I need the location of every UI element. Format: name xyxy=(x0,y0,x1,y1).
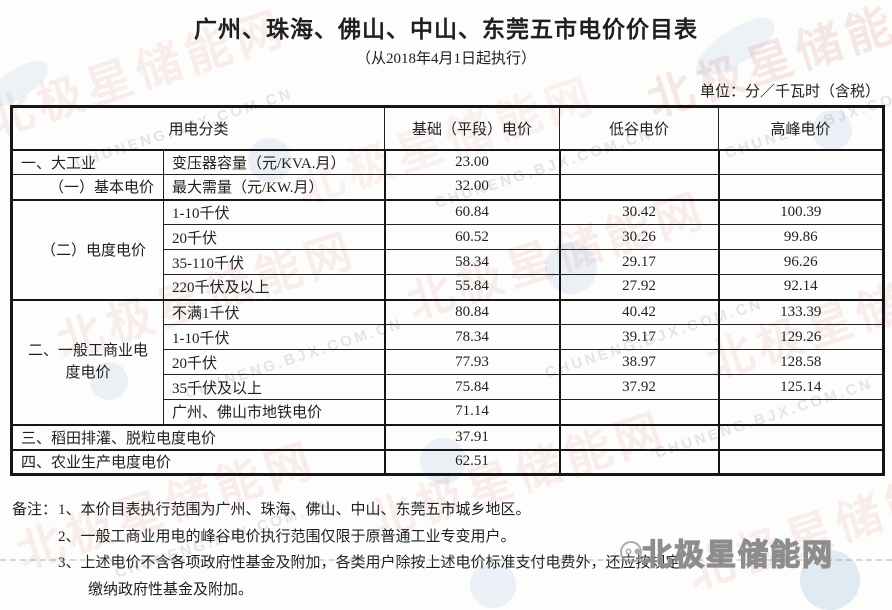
price-table: 用电分类 基础（平段）电价 低谷电价 高峰电价 一、大工业 变压器容量（元/KV… xyxy=(10,105,886,476)
cell-item: 220千伏及以上 xyxy=(162,274,386,300)
cell-category: （一）基本电价 xyxy=(11,174,164,200)
cell-base-price: 32.00 xyxy=(383,174,561,200)
table-row: 三、稻田排灌、脱粒电度电价 37.91 xyxy=(10,423,885,450)
cell-peak-price: 128.58 xyxy=(717,349,885,375)
table-header-row: 用电分类 基础（平段）电价 低谷电价 高峰电价 xyxy=(10,106,885,151)
cell-base-price: 37.91 xyxy=(383,423,561,450)
cell-peak-price: 92.14 xyxy=(717,274,885,300)
footnote-line: 3、上述电价不含各项政府性基金及附加，各类用户除按上述电价标准支付电费外，还应按… xyxy=(58,555,681,572)
cell-valley-price: 38.97 xyxy=(558,349,720,375)
cell-peak-price xyxy=(717,448,885,475)
cell-peak-price xyxy=(717,399,885,425)
page-title: 广州、珠海、佛山、中山、东莞五市电价价目表 xyxy=(194,17,698,42)
cell-valley-price: 27.92 xyxy=(558,274,720,300)
cell-peak-price: 100.39 xyxy=(717,198,885,225)
cell-valley-price: 37.92 xyxy=(558,374,720,400)
cell-base-price: 23.00 xyxy=(383,149,561,175)
cell-valley-price: 30.42 xyxy=(558,198,720,225)
table-row: 1-10千伏 78.34 39.17 129.26 xyxy=(12,324,885,350)
cell-base-price: 78.34 xyxy=(383,324,561,350)
table-row: （一）基本电价 最大需量（元/KW.月） 32.00 xyxy=(11,174,885,200)
cell-category: 二、一般工商业电 度电价 xyxy=(11,298,164,425)
cell-peak-price: 133.39 xyxy=(717,298,885,325)
cell-peak-price: 129.26 xyxy=(717,324,885,350)
table-row: 35-110千伏 58.34 29.17 96.26 xyxy=(12,249,885,275)
cell-item: 1-10千伏 xyxy=(162,324,386,350)
footnotes: 备注： 1、本价目表执行范围为广州、珠海、佛山、中山、东莞五市城乡地区。 2、一… xyxy=(12,497,880,604)
cell-base-price: 77.93 xyxy=(383,349,561,375)
cell-item: 1-10千伏 xyxy=(162,198,386,225)
cell-peak-price: 96.26 xyxy=(717,249,885,275)
cell-item: 35-110千伏 xyxy=(162,249,386,275)
footnotes-label: 备注： xyxy=(12,502,58,518)
table-row: （二）电度电价 1-10千伏 60.84 30.42 100.39 xyxy=(11,198,885,300)
footnote-line: 1、本价目表执行范围为广州、珠海、佛山、中山、东莞五市城乡地区。 xyxy=(58,502,531,518)
footnote-line: 2、一般工商业用电的峰谷电价执行范围仅限于原普通工业专变用户。 xyxy=(58,528,516,545)
column-header-base-price: 基础（平段）电价 xyxy=(384,106,561,151)
cell-valley-price xyxy=(558,399,720,425)
cell-peak-price xyxy=(717,423,885,450)
cell-base-price: 60.52 xyxy=(383,224,561,250)
cell-item: 广州、佛山市地铁电价 xyxy=(162,399,386,425)
cell-item: 不满1千伏 xyxy=(162,298,386,325)
column-header-valley-price: 低谷电价 xyxy=(559,106,720,151)
cell-base-price: 58.34 xyxy=(383,249,561,275)
column-header-category: 用电分类 xyxy=(10,106,386,151)
cell-item: 四、农业生产电度电价 xyxy=(10,448,386,475)
page-subtitle: （从2018年4月1日起执行） xyxy=(355,51,536,67)
cell-valley-price xyxy=(558,448,720,475)
cell-base-price: 75.84 xyxy=(383,374,561,400)
cell-category: 一、大工业 xyxy=(11,149,164,175)
table-row: 220千伏及以上 55.84 27.92 92.14 xyxy=(12,274,885,300)
cell-peak-price xyxy=(717,149,885,175)
cell-item: 最大需量（元/KW.月） xyxy=(162,174,386,200)
table-row: 一、大工业 变压器容量（元/KVA.月） 23.00 xyxy=(11,149,885,175)
cell-peak-price xyxy=(717,174,885,200)
column-header-peak-price: 高峰电价 xyxy=(718,106,885,151)
unit-note: 单位：分／千瓦时（含税） xyxy=(699,84,880,100)
cell-category: （二）电度电价 xyxy=(11,198,164,300)
cell-valley-price: 40.42 xyxy=(558,298,720,325)
cell-base-price: 55.84 xyxy=(383,274,561,300)
table-row: 20千伏 77.93 38.97 128.58 xyxy=(12,349,885,375)
cell-base-price: 62.51 xyxy=(383,448,561,475)
cell-item: 三、稻田排灌、脱粒电度电价 xyxy=(10,423,386,450)
cell-valley-price xyxy=(558,174,720,200)
cell-valley-price xyxy=(558,423,720,450)
table-row: 四、农业生产电度电价 62.51 xyxy=(10,448,885,475)
cell-base-price: 71.14 xyxy=(383,399,561,425)
table-row: 二、一般工商业电 度电价 不满1千伏 80.84 40.42 133.39 xyxy=(11,298,885,425)
cell-peak-price: 99.86 xyxy=(717,224,885,250)
cell-peak-price: 125.14 xyxy=(717,374,885,400)
cell-item: 35千伏及以上 xyxy=(162,374,386,400)
cell-valley-price: 29.17 xyxy=(558,249,720,275)
cell-valley-price: 30.26 xyxy=(558,224,720,250)
cell-base-price: 80.84 xyxy=(383,298,561,325)
cell-item: 20千伏 xyxy=(162,224,386,250)
cell-item: 20千伏 xyxy=(162,349,386,375)
footnote-line: 缴纳政府性基金及附加。 xyxy=(88,582,254,599)
cell-base-price: 60.84 xyxy=(383,198,561,225)
cell-valley-price xyxy=(558,149,720,175)
cell-valley-price: 39.17 xyxy=(558,324,720,350)
cell-item: 变压器容量（元/KVA.月） xyxy=(162,149,386,175)
